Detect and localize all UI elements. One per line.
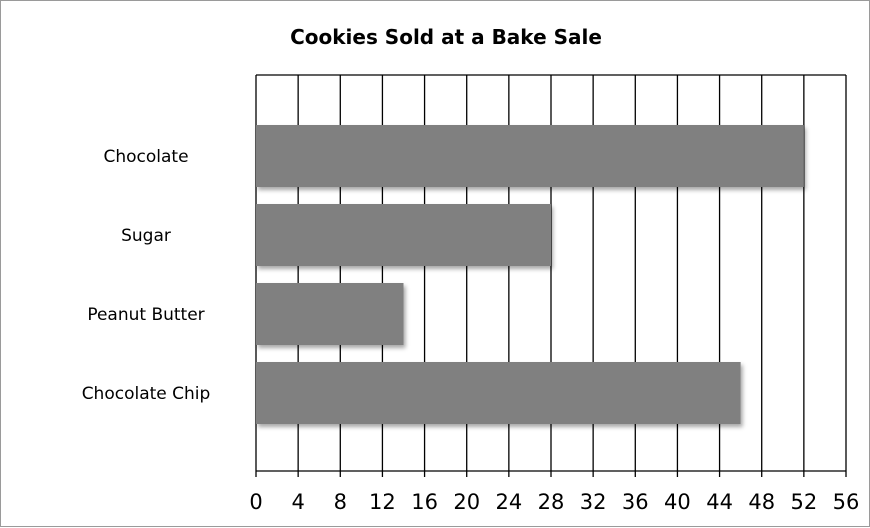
chart-title: Cookies Sold at a Bake Sale [290, 25, 602, 49]
x-tick-label: 12 [369, 490, 396, 514]
x-tick-label: 52 [790, 490, 817, 514]
x-tick-label: 48 [748, 490, 775, 514]
bar-peanut-butter [256, 283, 404, 345]
x-tick-label: 44 [706, 490, 733, 514]
x-tick-label: 8 [334, 490, 347, 514]
x-tick-label: 24 [495, 490, 522, 514]
x-tick-label: 4 [291, 490, 304, 514]
category-label: Chocolate [103, 147, 188, 167]
x-tick-label: 28 [538, 490, 565, 514]
x-tick-label: 32 [580, 490, 607, 514]
x-tick-label: 36 [622, 490, 649, 514]
x-tick-label: 40 [664, 490, 691, 514]
x-tick-label: 56 [833, 490, 860, 514]
x-tick-label: 16 [411, 490, 438, 514]
bar-chocolate [256, 125, 804, 187]
category-label: Chocolate Chip [82, 384, 211, 404]
category-label: Peanut Butter [87, 305, 204, 325]
x-tick-label: 0 [249, 490, 262, 514]
bar-chocolate-chip [256, 362, 741, 424]
x-tick-label: 20 [453, 490, 480, 514]
bar-sugar [256, 204, 551, 266]
category-label: Sugar [121, 226, 171, 246]
